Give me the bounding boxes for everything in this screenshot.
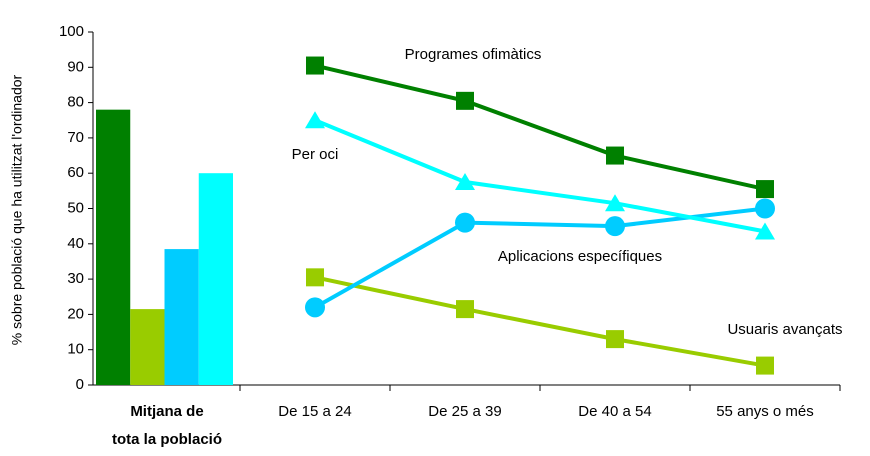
x-tick-label: 55 anys o més [716,403,814,420]
y-axis-label: % sobre població que ha utilitzat l'ordi… [9,74,25,345]
marker [605,194,625,212]
series-label: Per oci [292,146,339,163]
y-tick-label: 0 [76,376,84,393]
series-label: Usuaris avançats [727,321,842,338]
marker [306,268,324,287]
marker [456,91,474,110]
marker [755,198,775,219]
y-tick-label: 100 [59,23,84,40]
marker [605,216,625,237]
average-label: tota la població [112,431,222,448]
y-tick-label: 70 [67,129,84,146]
y-tick-label: 40 [67,235,84,252]
marker [305,111,325,129]
marker [456,300,474,319]
bar [96,109,131,385]
marker [756,356,774,375]
marker [305,297,325,318]
x-tick-label: De 15 a 24 [278,403,351,420]
y-tick-label: 10 [67,341,84,358]
marker [606,330,624,349]
line [314,118,766,234]
marker [755,222,775,240]
marker [455,173,475,191]
y-tick-label: 20 [67,305,84,322]
marker [756,180,774,199]
y-tick-label: 30 [67,270,84,287]
marker [606,146,624,165]
line [314,63,766,192]
y-tick-label: 60 [67,164,84,181]
bar [164,249,199,385]
marker [306,56,324,75]
bar [130,309,165,385]
marker [455,212,475,233]
average-label: Mitjana de [130,403,203,420]
x-tick-label: De 40 a 54 [578,403,651,420]
y-tick-label: 90 [67,58,84,75]
series-label: Programes ofimàtics [405,46,542,63]
series-label: Aplicacions específiques [498,248,662,265]
y-tick-label: 80 [67,94,84,111]
x-tick-label: De 25 a 39 [428,403,501,420]
line [314,275,766,368]
bar [198,173,233,385]
y-tick-label: 50 [67,199,84,216]
